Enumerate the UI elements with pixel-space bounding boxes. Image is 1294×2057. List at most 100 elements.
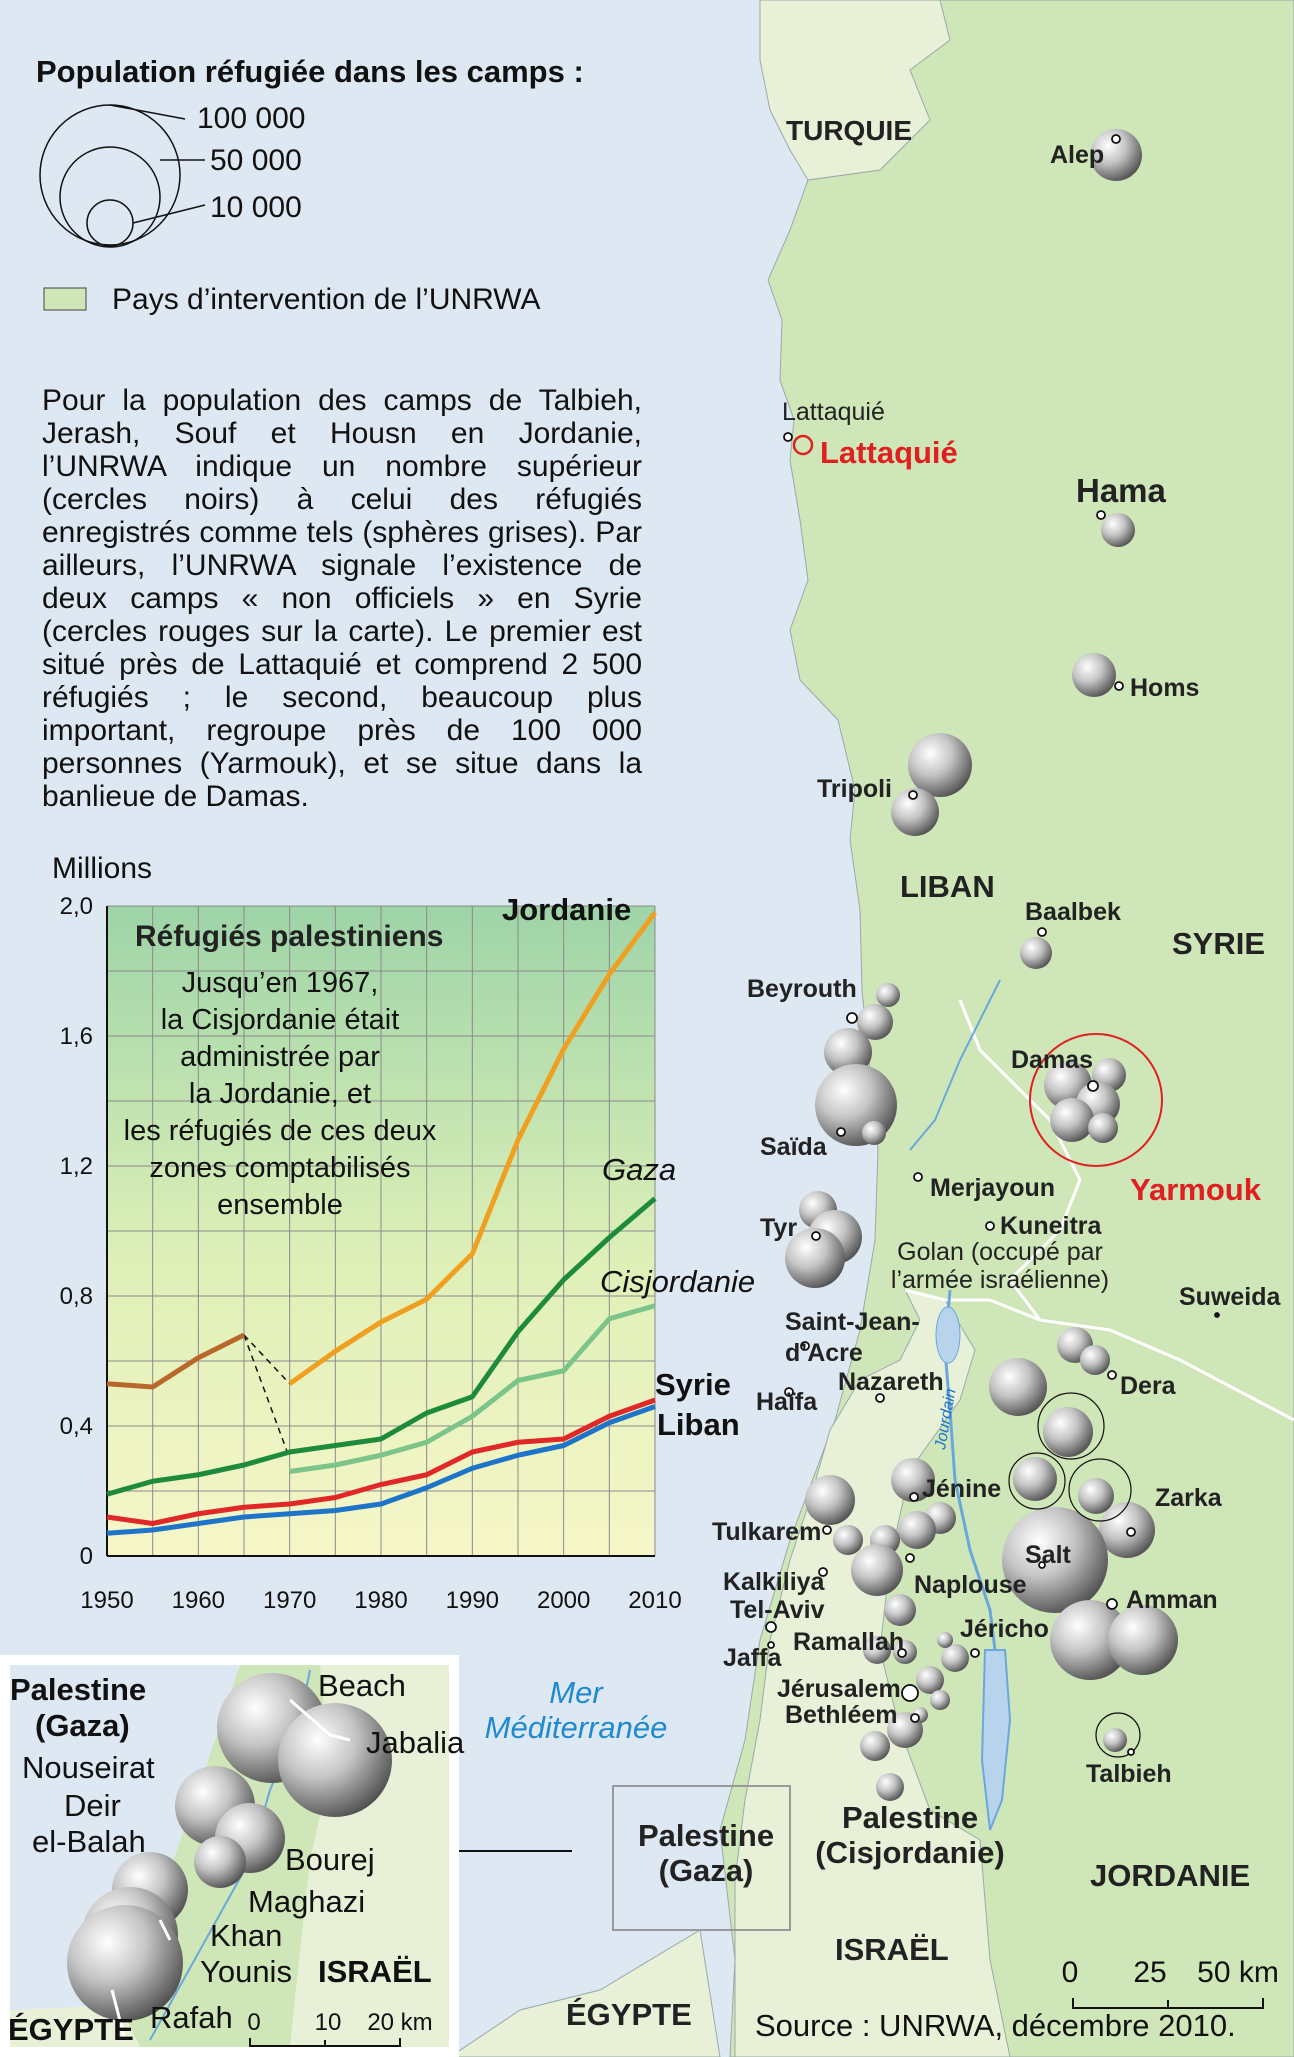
chart-series-line-1 [106, 1332, 246, 1390]
golan-label: Golan (occupé par l’armée israélienne) [891, 1238, 1109, 1294]
city-hama: Hama [1076, 472, 1167, 509]
camp-outline-circles [1008, 1392, 1141, 1758]
chart-xtick: 1980 [354, 1587, 407, 1614]
inset-egypte: ÉGYPTE [8, 2012, 134, 2047]
camp-jerash [1043, 1407, 1093, 1457]
camp-beyrouth-3 [824, 1028, 872, 1076]
camp-damas-5 [1088, 1113, 1118, 1143]
city-amman: Amman [1126, 1586, 1218, 1614]
camp-housn [1078, 1478, 1114, 1514]
region-gaza: Palestine (Gaza) [638, 1818, 774, 1888]
country-israel: ISRAËL [835, 1932, 949, 1967]
city-jaffa: Jaffa [723, 1644, 782, 1672]
inset-label-khan: Khan [210, 1918, 282, 1953]
inset-label-beach: Beach [318, 1668, 406, 1703]
city-kalkiliya: Kalkiliya [723, 1568, 826, 1596]
city-saint-jean: Saint-Jean-d’Acre [785, 1308, 920, 1367]
camp-tripoli-1 [908, 733, 972, 797]
camp-ramallah-2 [863, 1636, 891, 1664]
camp-alep [1090, 129, 1142, 181]
land-egypte [449, 1929, 721, 2057]
camp-dera-2 [1080, 1345, 1110, 1375]
inset-title-2: (Gaza) [35, 1708, 130, 1743]
camp-jericho-1 [941, 1644, 969, 1672]
city-tripoli: Tripoli [817, 775, 892, 803]
inset-camp-jabalia [278, 1703, 392, 1817]
inset-camp-rafah [67, 1905, 183, 2021]
city-homs: Homs [1130, 674, 1199, 702]
country-syrie: SYRIE [1172, 926, 1265, 961]
camp-irbid [989, 1358, 1047, 1416]
city-bethleem: Bethléem [785, 1701, 898, 1729]
chart-xtick: 1950 [80, 1587, 133, 1614]
city-naplouse: Naplouse [914, 1571, 1027, 1599]
refugee-line-chart: 1950 1960 1970 1980 1990 2000 2010 0 0,4 0,8 1,2 1,… [52, 852, 755, 1614]
legend-circles [39, 104, 206, 248]
chart-ylabel: Millions [52, 852, 152, 885]
city-dots [765, 134, 1220, 1756]
city-saida: Saïda [760, 1133, 828, 1161]
chart-xtick: 1960 [172, 1587, 225, 1614]
city-lattaquie: Lattaquié [782, 398, 885, 426]
land-turquie [759, 0, 951, 181]
city-salt: Salt [1025, 1541, 1072, 1569]
series-label-cisjordanie: Cisjordanie [600, 1264, 755, 1299]
city-haifa: Haïfa [756, 1388, 818, 1416]
camp-beyrouth-1 [876, 983, 900, 1007]
chart-series-line-5 [106, 1404, 656, 1536]
chart-series-line-4 [106, 1397, 656, 1526]
source: Source : UNRWA, décembre 2010. [755, 2008, 1236, 2043]
city-talbieh: Talbieh [1086, 1760, 1172, 1788]
unofficial-camp-lattaquie [792, 434, 814, 456]
country-jordanie: JORDANIE [1090, 1858, 1250, 1893]
chart-xtick: 1970 [263, 1587, 316, 1614]
inset-title-1: Palestine [10, 1672, 146, 1707]
inset-label-nouseirat: Nouseirat [22, 1750, 155, 1785]
series-label-syrie: Syrie [655, 1367, 731, 1402]
country-liban: LIBAN [900, 869, 995, 904]
legend-swatch-unrwa [43, 287, 87, 311]
camp-bethleem-2 [860, 1731, 890, 1761]
explanatory-note: Pour la population des camps de Talbieh,… [42, 384, 642, 813]
svg-text:20 km: 20 km [367, 2009, 432, 2036]
map-scale-0: 0 [1062, 1956, 1079, 1989]
camp-hebron [876, 1773, 904, 1801]
chart-ytick: 0,4 [60, 1413, 93, 1440]
chart-series-line-0 [288, 911, 658, 1386]
land-israel [734, 1289, 1011, 2057]
city-tel-aviv: Tel-Aviv [730, 1596, 825, 1624]
country-egypte: ÉGYPTE [566, 1997, 692, 2032]
inset-label-deir-1: Deir [64, 1788, 121, 1823]
city-yarmouk: Yarmouk [1130, 1172, 1262, 1207]
city-kuneitra: Kuneitra [1000, 1212, 1103, 1240]
chart-series-line-3 [289, 1303, 656, 1474]
lake-tiberias [935, 1306, 961, 1364]
city-dera: Dera [1120, 1372, 1177, 1400]
city-ramallah: Ramallah [793, 1628, 904, 1656]
city-tyr: Tyr [760, 1214, 797, 1242]
city-merjayoun: Merjayoun [930, 1174, 1055, 1202]
camp-spheres [785, 129, 1178, 1801]
inset-label-rafah: Rafah [150, 2000, 233, 2035]
chart-series-line-2 [106, 1196, 657, 1497]
chart-ytick: 2,0 [60, 893, 93, 920]
city-jericho: Jéricho [960, 1615, 1049, 1643]
chart-dashed-link [243, 1334, 291, 1385]
map-scale-25: 25 [1133, 1956, 1166, 1989]
camp-tripoli-2 [891, 788, 939, 836]
inset-label-jabalia: Jabalia [366, 1725, 465, 1760]
city-baalbek: Baalbek [1025, 898, 1121, 926]
legend-swatch-label: Pays d’intervention de l’UNRWA [112, 283, 541, 316]
camp-amman-1 [1050, 1600, 1130, 1680]
city-zarka: Zarka [1155, 1484, 1223, 1512]
legend-value-10000: 10 000 [210, 191, 302, 224]
sea-label: Mer Méditerranée [485, 1675, 668, 1745]
city-suweida: Suweida [1179, 1283, 1282, 1311]
dead-sea [980, 1649, 1012, 1831]
camp-jerusalem-1 [916, 1666, 944, 1694]
inset-camp-maghazi [194, 1836, 246, 1888]
inset-label-maghazi: Maghazi [248, 1884, 365, 1919]
chart-title: Réfugiés palestiniens [135, 920, 443, 953]
inset-israel: ISRAËL [318, 1954, 432, 1989]
camp-ramallah-1 [884, 1594, 916, 1626]
